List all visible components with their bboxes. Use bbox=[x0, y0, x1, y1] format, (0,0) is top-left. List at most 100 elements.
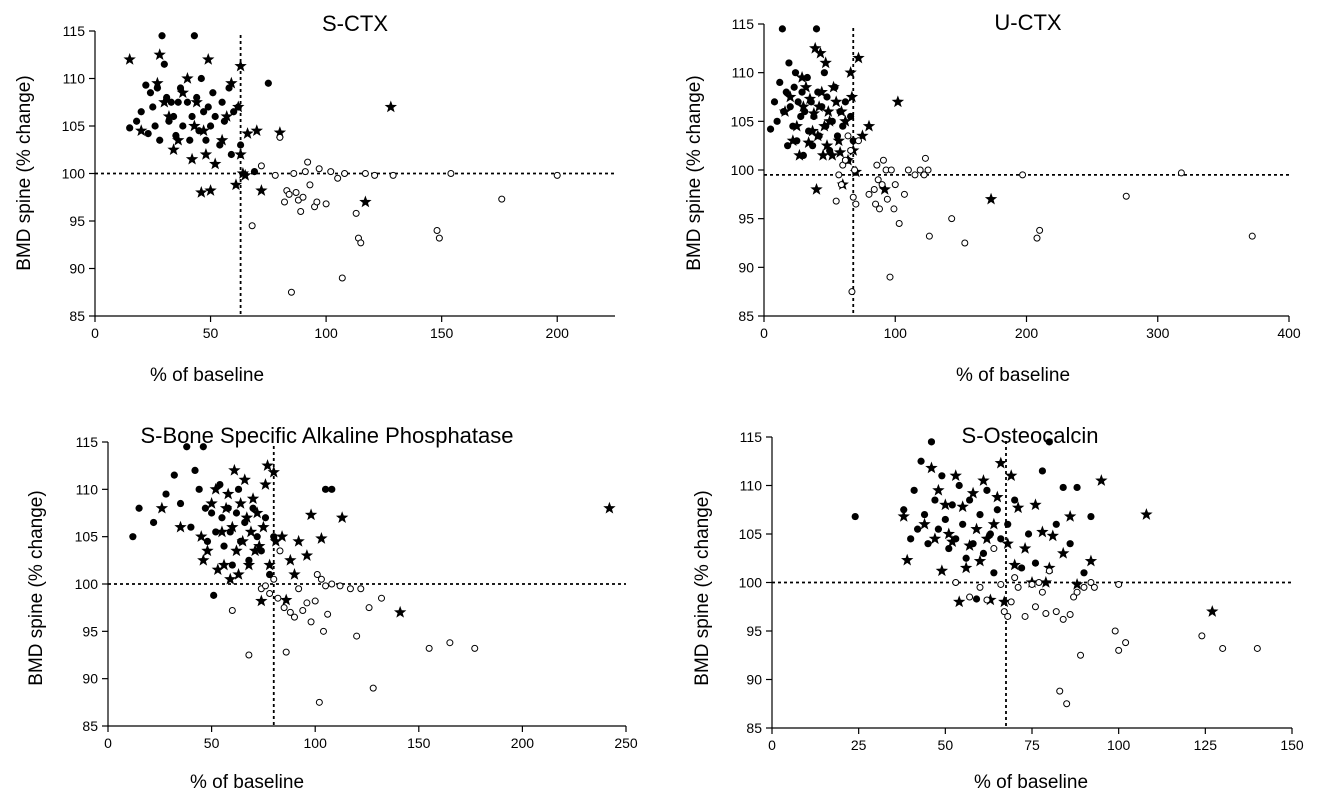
data-point-open-circle bbox=[976, 583, 984, 591]
data-point-star bbox=[1070, 577, 1084, 590]
data-point-open-circle bbox=[299, 193, 307, 201]
x-tick-label: 400 bbox=[1277, 325, 1301, 341]
data-point-star bbox=[158, 95, 171, 108]
data-point-star bbox=[211, 563, 224, 576]
data-point-star bbox=[219, 501, 233, 514]
data-point-filled-circle bbox=[820, 69, 828, 77]
data-point-filled-circle bbox=[144, 130, 152, 138]
data-point-filled-circle bbox=[1066, 540, 1074, 548]
data-point-star bbox=[845, 90, 859, 103]
data-point-open-circle bbox=[361, 170, 369, 177]
data-point-filled-circle bbox=[218, 98, 226, 106]
y-tick-label: 110 bbox=[76, 481, 99, 497]
data-point-open-circle bbox=[319, 627, 327, 635]
data-point-filled-circle bbox=[972, 595, 981, 603]
data-point-open-circle bbox=[433, 227, 441, 234]
data-point-filled-circle bbox=[1045, 438, 1053, 446]
data-point-star bbox=[939, 498, 952, 511]
data-point-filled-circle bbox=[241, 518, 249, 527]
data-point-star bbox=[928, 532, 942, 545]
data-point-filled-circle bbox=[790, 83, 798, 91]
data-point-star bbox=[809, 41, 822, 54]
data-point-star bbox=[384, 100, 397, 113]
data-point-open-circle bbox=[271, 171, 279, 179]
x-tick-label: 250 bbox=[614, 735, 638, 751]
data-point-open-circle bbox=[280, 604, 288, 612]
data-point-open-circle bbox=[290, 170, 298, 177]
data-point-star bbox=[188, 119, 201, 132]
data-point-filled-circle bbox=[211, 112, 219, 121]
data-point-open-circle bbox=[966, 593, 974, 601]
data-point-open-circle bbox=[1059, 615, 1067, 623]
y-tick-label: 100 bbox=[739, 575, 763, 591]
data-point-star bbox=[197, 124, 210, 137]
data-point-open-circle bbox=[336, 582, 344, 590]
data-point-star bbox=[229, 178, 243, 191]
data-point-star bbox=[998, 595, 1011, 608]
data-point-open-circle bbox=[1080, 583, 1088, 591]
y-tick-label: 95 bbox=[738, 211, 754, 227]
data-point-star bbox=[980, 532, 994, 545]
data-point-open-circle bbox=[872, 200, 880, 208]
data-point-star bbox=[199, 148, 213, 160]
data-point-star bbox=[162, 110, 176, 122]
data-point-star bbox=[826, 148, 839, 161]
data-point-open-circle bbox=[895, 220, 903, 228]
data-point-open-circle bbox=[873, 161, 881, 169]
data-point-filled-circle bbox=[812, 25, 821, 33]
data-point-filled-circle bbox=[186, 136, 194, 144]
data-point-filled-circle bbox=[167, 98, 175, 106]
data-point-filled-circle bbox=[133, 117, 141, 125]
data-point-star bbox=[242, 558, 256, 571]
data-point-star bbox=[946, 535, 959, 548]
data-point-filled-circle bbox=[266, 570, 274, 579]
data-point-open-circle bbox=[276, 547, 284, 555]
data-point-star bbox=[953, 595, 966, 608]
x-tick-label: 0 bbox=[760, 325, 768, 341]
data-point-filled-circle bbox=[204, 103, 212, 111]
y-tick-label: 90 bbox=[746, 672, 762, 688]
data-point-star bbox=[195, 530, 208, 542]
data-point-star bbox=[827, 80, 840, 93]
data-point-star bbox=[810, 182, 823, 195]
data-point-star bbox=[253, 539, 266, 552]
data-point-open-circle bbox=[425, 644, 433, 652]
data-point-open-circle bbox=[890, 205, 898, 213]
data-point-star bbox=[956, 500, 969, 513]
data-point-open-circle bbox=[304, 158, 312, 166]
data-point-open-circle bbox=[865, 190, 873, 198]
data-point-filled-circle bbox=[226, 528, 234, 536]
data-point-star bbox=[250, 124, 263, 137]
data-point-open-circle bbox=[1035, 579, 1043, 586]
data-point-filled-circle bbox=[232, 509, 241, 517]
data-point-open-circle bbox=[1063, 700, 1071, 708]
data-point-star bbox=[984, 192, 998, 205]
data-point-filled-circle bbox=[948, 501, 956, 509]
data-point-open-circle bbox=[1019, 171, 1027, 179]
data-point-filled-circle bbox=[776, 78, 784, 86]
data-point-open-circle bbox=[841, 156, 849, 164]
data-point-star bbox=[802, 136, 815, 149]
data-point-star bbox=[1039, 576, 1053, 588]
data-point-filled-circle bbox=[195, 485, 203, 493]
data-point-open-circle bbox=[313, 571, 321, 579]
data-point-star bbox=[856, 129, 869, 142]
data-point-open-circle bbox=[1056, 687, 1064, 695]
x-tick-label: 150 bbox=[430, 325, 454, 341]
data-point-open-circle bbox=[1219, 644, 1227, 652]
data-point-star bbox=[288, 568, 301, 580]
data-point-open-circle bbox=[297, 208, 305, 215]
data-point-open-circle bbox=[270, 575, 278, 583]
data-point-open-circle bbox=[313, 198, 321, 206]
data-point-open-circle bbox=[832, 197, 840, 205]
x-tick-label: 50 bbox=[203, 325, 219, 341]
y-tick-label: 110 bbox=[63, 71, 86, 87]
data-point-filled-circle bbox=[945, 544, 953, 553]
data-point-filled-circle bbox=[924, 540, 932, 548]
data-point-open-circle bbox=[303, 599, 311, 607]
data-point-open-circle bbox=[553, 171, 561, 179]
data-point-filled-circle bbox=[146, 89, 155, 97]
data-point-filled-circle bbox=[778, 25, 786, 33]
data-point-star bbox=[891, 95, 905, 108]
data-point-open-circle bbox=[1111, 627, 1119, 635]
